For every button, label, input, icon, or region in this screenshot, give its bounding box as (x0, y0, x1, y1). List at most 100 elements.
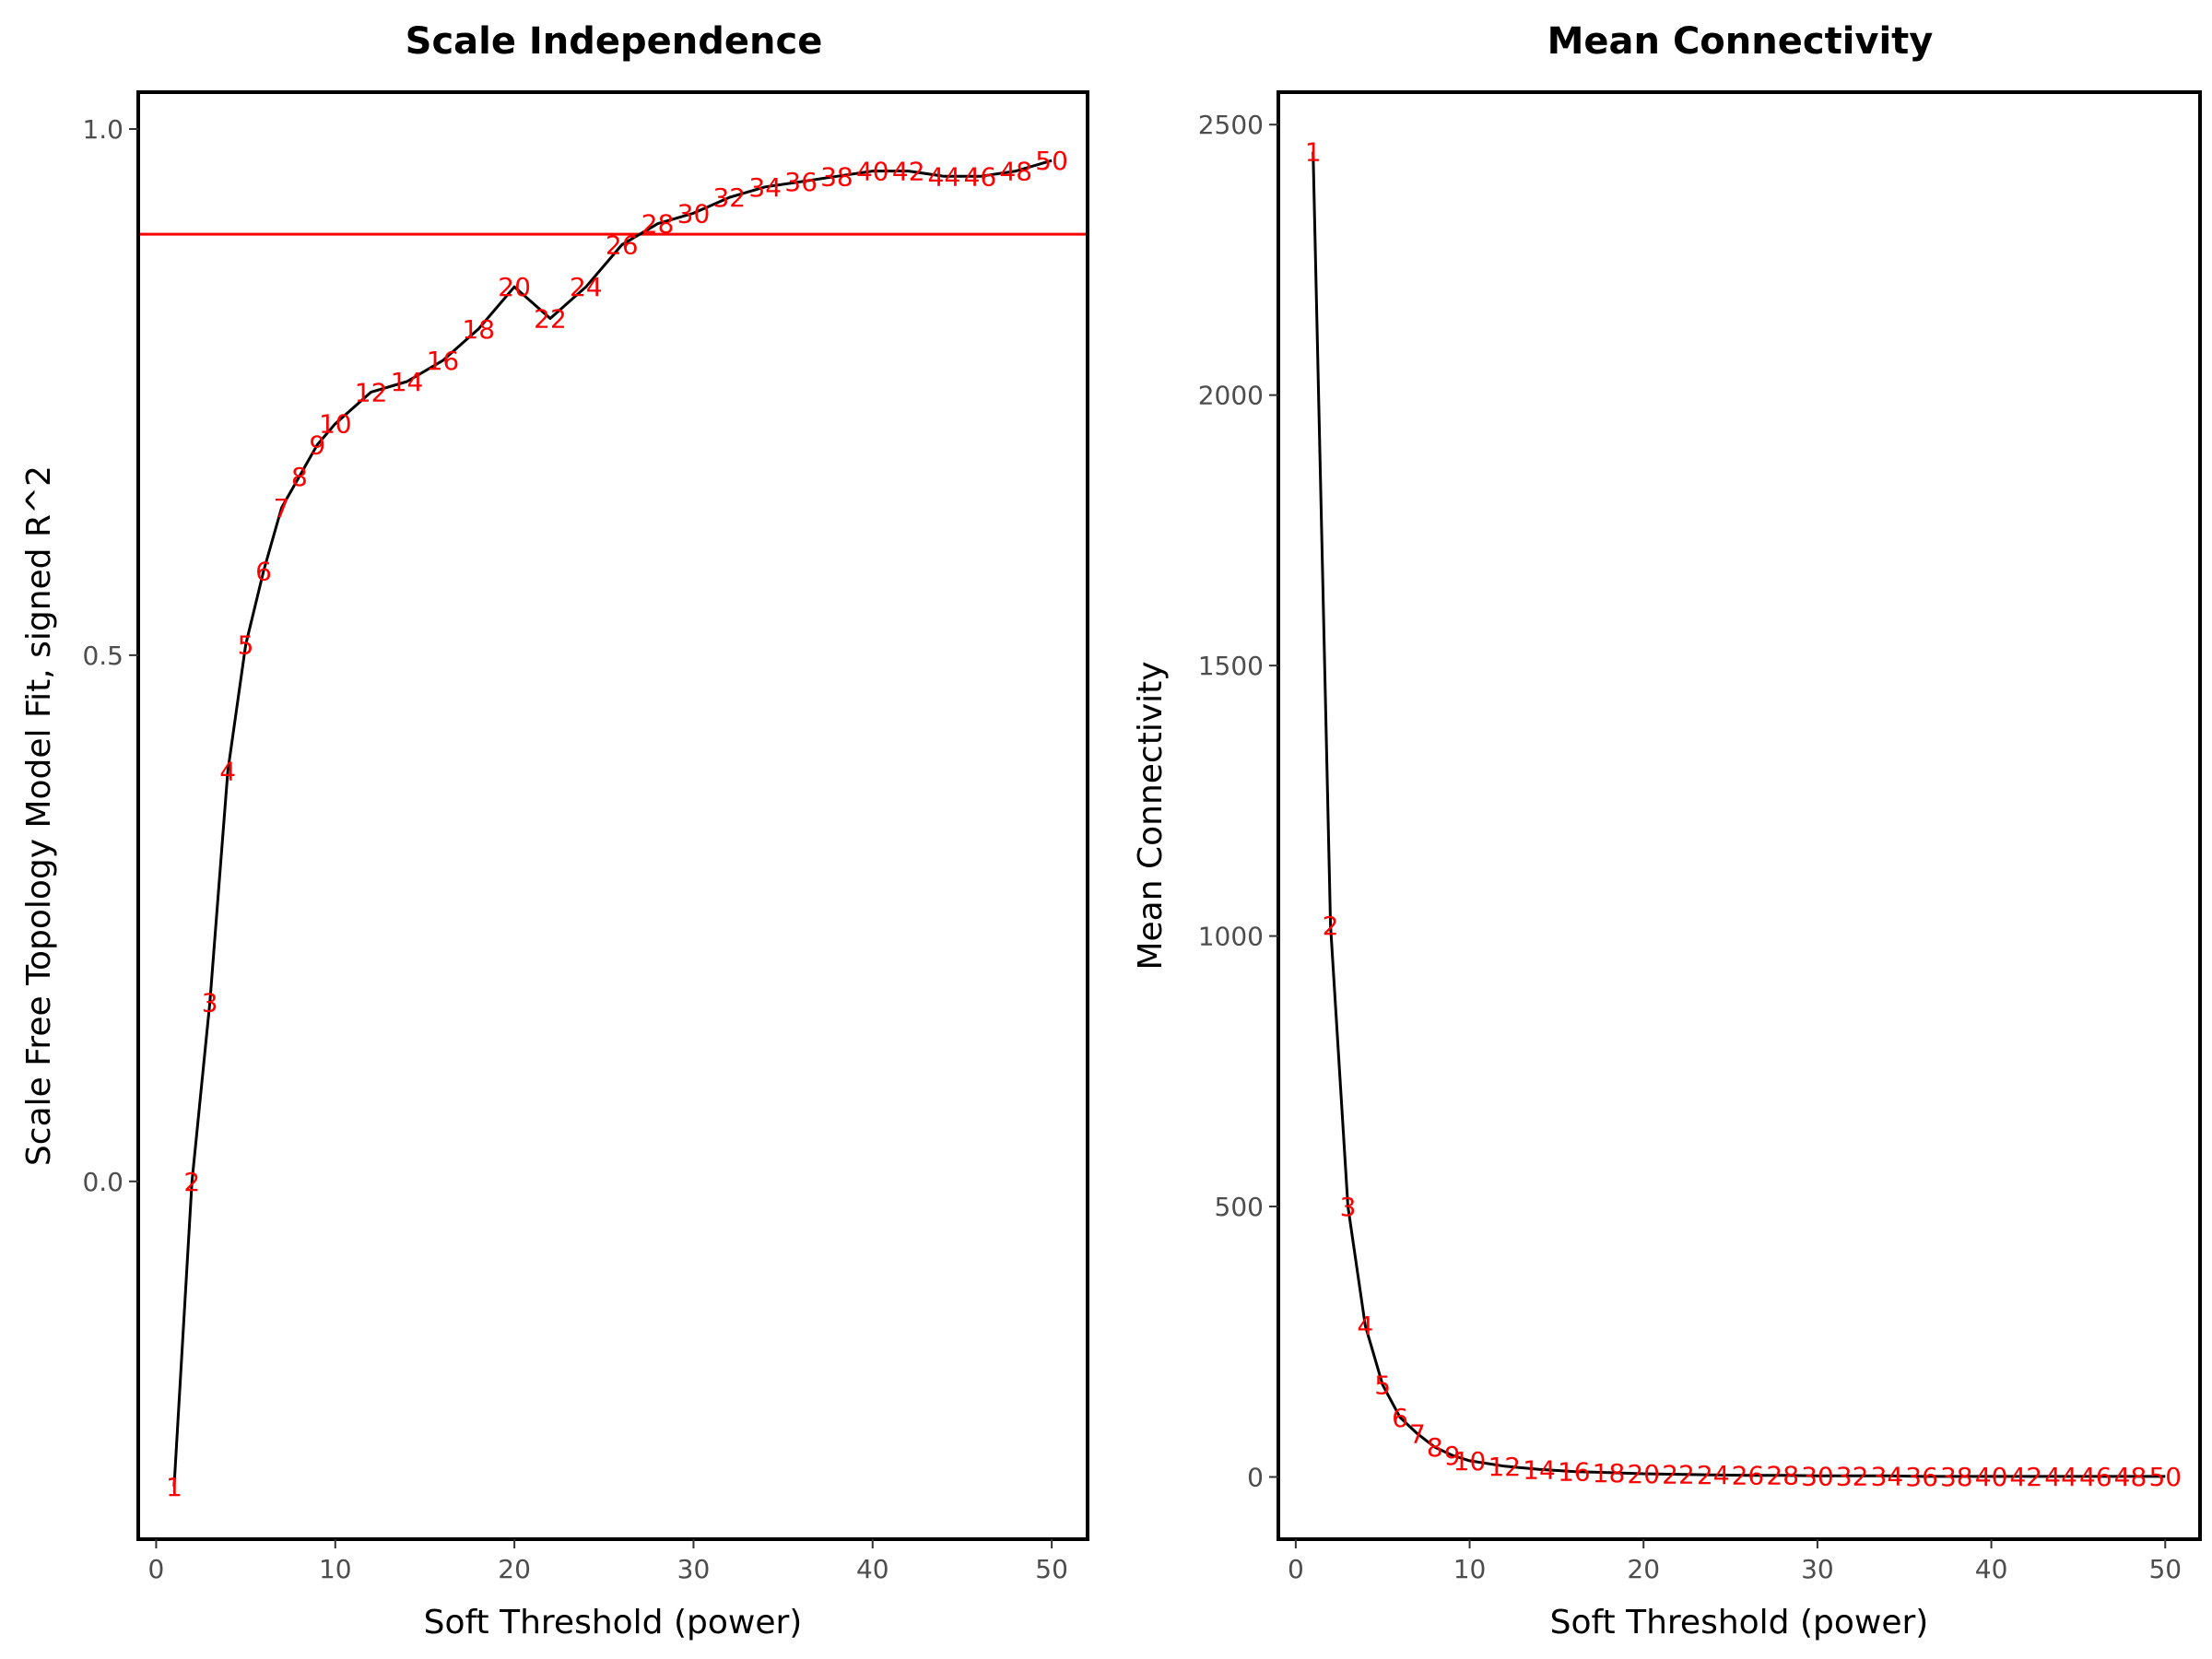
point-label: 10 (319, 409, 352, 440)
point-label: 2 (183, 1167, 200, 1197)
x-axis: 0 10 20 30 40 50 (1288, 1539, 2182, 1584)
y-axis-title: Mean Connectivity (1132, 661, 1170, 970)
point-label: 46 (2079, 1462, 2112, 1492)
x-axis-title: Soft Threshold (power) (1550, 1604, 1929, 1641)
x-tick-label: 30 (1801, 1554, 1834, 1584)
x-tick-label: 30 (677, 1554, 711, 1584)
point-label: 1 (1305, 137, 1322, 168)
point-label: 18 (1593, 1458, 1626, 1488)
point-label: 50 (2148, 1462, 2182, 1492)
point-label: 8 (291, 462, 308, 492)
point-label: 26 (1732, 1461, 1765, 1491)
point-label: 8 (1427, 1432, 1443, 1463)
point-label: 6 (255, 557, 272, 587)
point-label: 24 (1697, 1460, 1730, 1490)
y-tick-label: 1.0 (82, 114, 124, 145)
point-label: 10 (1453, 1446, 1487, 1477)
y-axis: 0.0 0.5 1.0 (82, 114, 138, 1197)
point-label: 20 (498, 272, 531, 302)
point-label: 28 (1766, 1461, 1799, 1491)
point-label: 16 (427, 346, 460, 376)
panel-title: Mean Connectivity (1547, 20, 1934, 63)
point-label: 42 (2009, 1462, 2042, 1492)
point-label: 5 (1374, 1371, 1391, 1401)
point-label: 4 (219, 757, 236, 787)
point-label: 30 (1801, 1461, 1834, 1491)
x-tick-label: 40 (1975, 1554, 2008, 1584)
y-tick-label: 500 (1215, 1192, 1264, 1222)
y-tick-label: 0.5 (82, 641, 124, 671)
point-label: 46 (964, 161, 997, 192)
x-axis-title: Soft Threshold (power) (424, 1604, 803, 1641)
point-label: 48 (2114, 1462, 2147, 1492)
x-tick-label: 0 (148, 1554, 165, 1584)
point-label: 32 (712, 182, 746, 213)
point-label: 22 (534, 304, 567, 335)
x-tick-label: 20 (1627, 1554, 1660, 1584)
series-line (1312, 151, 2166, 1478)
point-label: 3 (202, 988, 218, 1018)
point-label: 7 (1409, 1419, 1426, 1450)
point-label: 14 (391, 367, 424, 397)
point-label: 30 (677, 198, 711, 229)
point-label: 12 (355, 377, 388, 407)
point-label: 1 (166, 1472, 182, 1502)
x-tick-label: 50 (1035, 1554, 1068, 1584)
point-label: 18 (462, 314, 495, 345)
point-label: 38 (1940, 1462, 1973, 1492)
y-tick-label: 2500 (1198, 110, 1264, 140)
x-tick-label: 10 (1453, 1554, 1487, 1584)
x-tick-label: 10 (319, 1554, 352, 1584)
y-tick-label: 0.0 (82, 1167, 124, 1197)
point-label: 42 (892, 157, 925, 187)
point-label: 9 (309, 430, 325, 461)
y-tick-label: 1500 (1198, 651, 1264, 681)
panel-title: Scale Independence (406, 20, 823, 63)
point-label: 6 (1392, 1403, 1408, 1433)
point-label: 40 (1975, 1462, 2008, 1492)
point-label: 50 (1035, 146, 1068, 176)
point-label: 12 (1488, 1452, 1521, 1482)
panel-border (136, 90, 1089, 1541)
point-label: 4 (1357, 1311, 1373, 1341)
point-label: 40 (856, 157, 889, 187)
y-tick-label: 0 (1247, 1463, 1264, 1493)
point-label: 3 (1340, 1192, 1357, 1222)
point-label: 44 (928, 161, 961, 192)
y-axis: 0 500 1000 1500 2000 2500 (1198, 110, 1278, 1493)
point-label: 34 (748, 172, 782, 203)
x-axis: 0 10 20 30 40 50 (148, 1539, 1068, 1584)
point-label: 16 (1558, 1457, 1591, 1488)
point-label: 44 (2044, 1462, 2077, 1492)
point-label: 48 (999, 157, 1032, 187)
point-label: 5 (238, 630, 254, 661)
point-label: 28 (641, 209, 675, 240)
y-tick-label: 1000 (1198, 922, 1264, 952)
point-label: 32 (1836, 1461, 1869, 1491)
x-tick-label: 0 (1288, 1554, 1304, 1584)
y-axis-title: Scale Free Topology Model Fit, signed R^… (20, 465, 58, 1166)
point-label: 7 (274, 493, 290, 524)
point-label: 14 (1523, 1454, 1556, 1485)
y-tick-label: 2000 (1198, 381, 1264, 411)
x-tick-label: 50 (2148, 1554, 2182, 1584)
point-label: 9 (1444, 1441, 1461, 1471)
point-label: 22 (1662, 1460, 1695, 1490)
point-label: 24 (570, 272, 603, 302)
point-label: 2 (1323, 911, 1339, 941)
x-tick-label: 40 (856, 1554, 889, 1584)
x-tick-label: 20 (498, 1554, 531, 1584)
point-label: 36 (1905, 1462, 1938, 1492)
panel-border (1277, 90, 2202, 1541)
series-line (172, 159, 1053, 1487)
point-label: 26 (606, 230, 639, 261)
point-label: 36 (784, 167, 818, 197)
point-label: 20 (1627, 1459, 1660, 1489)
point-label: 34 (1871, 1461, 1904, 1491)
point-label: 38 (820, 161, 853, 192)
